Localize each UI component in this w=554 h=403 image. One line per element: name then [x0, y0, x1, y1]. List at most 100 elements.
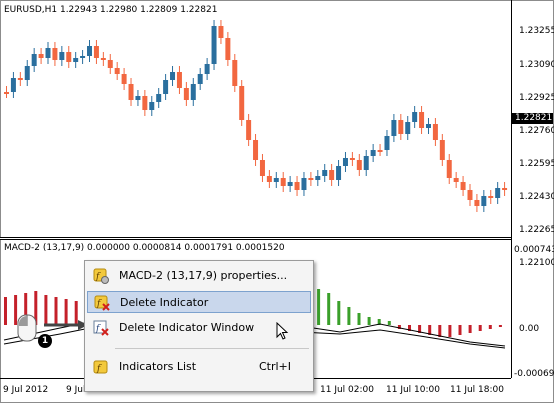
price-label: 1.22100 — [519, 258, 554, 268]
candle — [315, 176, 321, 180]
macd-bar — [458, 325, 462, 335]
candle — [425, 124, 431, 128]
candle — [384, 136, 390, 150]
macd-bar — [438, 325, 442, 337]
macd-bar — [488, 325, 492, 329]
indicator-axis-label: -0.000695 — [514, 369, 554, 379]
macd-bar — [387, 321, 391, 325]
candle — [294, 182, 300, 190]
candle — [342, 158, 348, 166]
candle — [308, 178, 314, 180]
candle — [488, 196, 494, 198]
menu-item-properties[interactable]: f MACD-2 (13,17,9) properties... — [87, 265, 311, 287]
chart-header: EURUSD,H1 1.22943 1.22980 1.22809 1.2282… — [4, 5, 218, 15]
candle — [439, 140, 445, 160]
menu-item-delete-window[interactable]: f Delete Indicator Window — [87, 317, 311, 339]
candle — [10, 78, 16, 92]
candle — [412, 112, 418, 122]
macd-bar — [478, 325, 482, 331]
candle — [266, 176, 272, 182]
svg-text:f: f — [95, 324, 101, 334]
delete-window-icon: f — [93, 320, 109, 336]
candle — [73, 58, 79, 62]
candle — [80, 56, 86, 58]
candle — [474, 200, 480, 206]
price-label: 1.22265 — [519, 225, 554, 235]
menu-item-delete-indicator[interactable]: f Delete Indicator — [87, 291, 311, 313]
menu-item-label: Indicators List — [119, 360, 197, 373]
delete-indicator-icon: f — [94, 295, 110, 311]
price-axis-border — [511, 0, 512, 378]
macd-bar — [24, 293, 28, 325]
price-label: 1.22430 — [519, 192, 554, 202]
macd-bar — [54, 297, 58, 325]
candle — [259, 160, 265, 176]
candle — [183, 88, 189, 100]
candle — [176, 72, 182, 88]
time-label: 11 Jul 10:00 — [386, 385, 440, 395]
indicator-axis-label: 0.00 — [519, 324, 540, 334]
macd-bar — [367, 317, 371, 325]
macd-bar — [337, 301, 341, 325]
price-label: 1.22595 — [519, 159, 554, 169]
price-label: 1.23090 — [519, 60, 554, 70]
candle — [356, 160, 362, 170]
menu-item-label: Delete Indicator — [120, 296, 209, 309]
price-chart[interactable] — [0, 0, 511, 237]
candle — [170, 72, 176, 80]
macd-bar — [44, 295, 48, 325]
menu-item-shortcut: Ctrl+I — [258, 360, 291, 373]
macd-bar — [347, 307, 351, 325]
indicator-properties-icon: f — [93, 268, 109, 284]
candle — [31, 54, 37, 66]
candle — [114, 68, 120, 74]
candle — [87, 46, 93, 56]
candle — [17, 78, 23, 80]
indicator-window-separator[interactable] — [0, 237, 511, 240]
candle — [370, 150, 376, 156]
candle — [405, 122, 411, 134]
step-badge-1: 1 — [38, 334, 52, 348]
candle — [24, 66, 30, 80]
candle — [59, 52, 65, 60]
candle — [336, 166, 342, 180]
candle — [453, 178, 459, 182]
price-label: 1.23255 — [519, 26, 554, 36]
macd-bar — [498, 325, 502, 327]
context-menu: f MACD-2 (13,17,9) properties... f Delet… — [84, 260, 314, 392]
candle — [45, 48, 51, 58]
candle — [142, 96, 148, 110]
macd-bar — [4, 297, 7, 325]
candle — [398, 120, 404, 134]
candle — [349, 158, 355, 160]
time-label: 11 Jul 02:00 — [320, 385, 374, 395]
svg-text:f: f — [96, 364, 102, 374]
time-label: 11 Jul 18:00 — [450, 385, 504, 395]
candle — [225, 38, 231, 60]
candle — [204, 64, 210, 74]
candle — [121, 74, 127, 84]
menu-item-label: MACD-2 (13,17,9) properties... — [119, 269, 288, 282]
candle — [163, 80, 169, 94]
candle — [135, 96, 141, 100]
candle — [273, 178, 279, 182]
menu-item-indicators-list[interactable]: f Indicators List Ctrl+I — [87, 356, 311, 378]
candle — [128, 84, 134, 100]
macd-bar — [428, 325, 432, 335]
macd-bar — [418, 325, 422, 333]
macd-bar — [14, 295, 18, 325]
candle — [329, 170, 335, 180]
macd-bar — [468, 325, 472, 333]
candle — [460, 182, 466, 190]
candle — [287, 182, 293, 186]
svg-text:f: f — [95, 272, 101, 282]
macd-bar — [74, 301, 78, 325]
candle — [239, 86, 245, 120]
mouse-cursor-icon — [276, 322, 289, 340]
candle — [495, 188, 501, 198]
candle — [66, 52, 72, 62]
macd-bar — [317, 289, 321, 325]
candle — [301, 178, 307, 190]
macd-bar — [377, 319, 381, 325]
candle — [481, 196, 487, 206]
